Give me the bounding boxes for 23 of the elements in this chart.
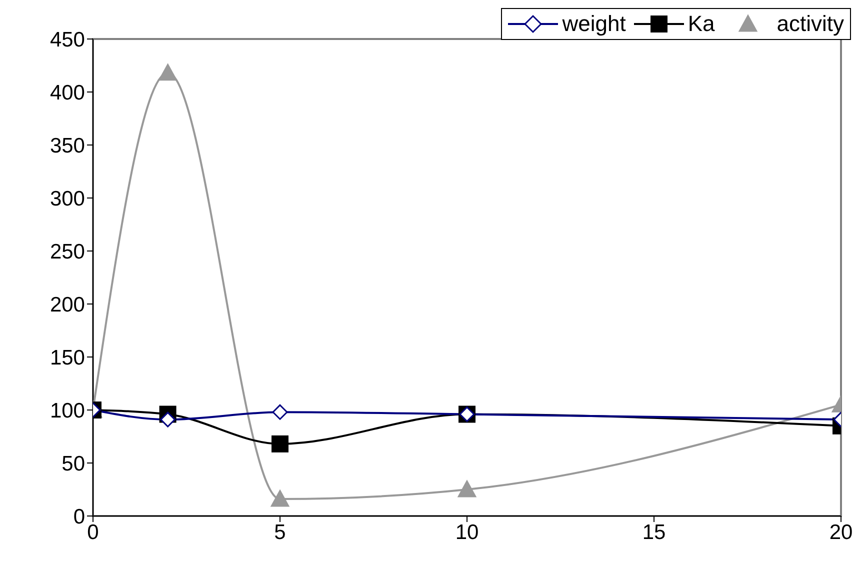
y-tick-label: 100 [50,399,85,422]
y-tick-label: 300 [50,187,85,210]
x-tick-label: 20 [829,520,853,544]
y-tick-label: 50 [62,452,85,476]
point [160,412,176,428]
legend-label: Ka [688,11,715,37]
point [458,480,476,498]
y-tick-label: 450 [50,28,85,52]
point [272,435,288,452]
y-tick-label: 400 [50,81,85,104]
y-tick-label: 0 [73,505,85,528]
y-tick-label: 150 [50,346,85,370]
y-tick-label: 200 [50,293,85,316]
x-tick-label: 10 [455,520,479,544]
legend-label: activity [776,11,844,37]
point [272,404,288,420]
legend-label: weight [562,11,626,37]
y-tick-label: 350 [50,134,85,158]
y-tick-label: 250 [50,240,85,264]
point [158,64,178,81]
x-tick-label: 5 [274,520,286,544]
point [270,490,290,507]
x-tick-label: 15 [642,520,666,544]
